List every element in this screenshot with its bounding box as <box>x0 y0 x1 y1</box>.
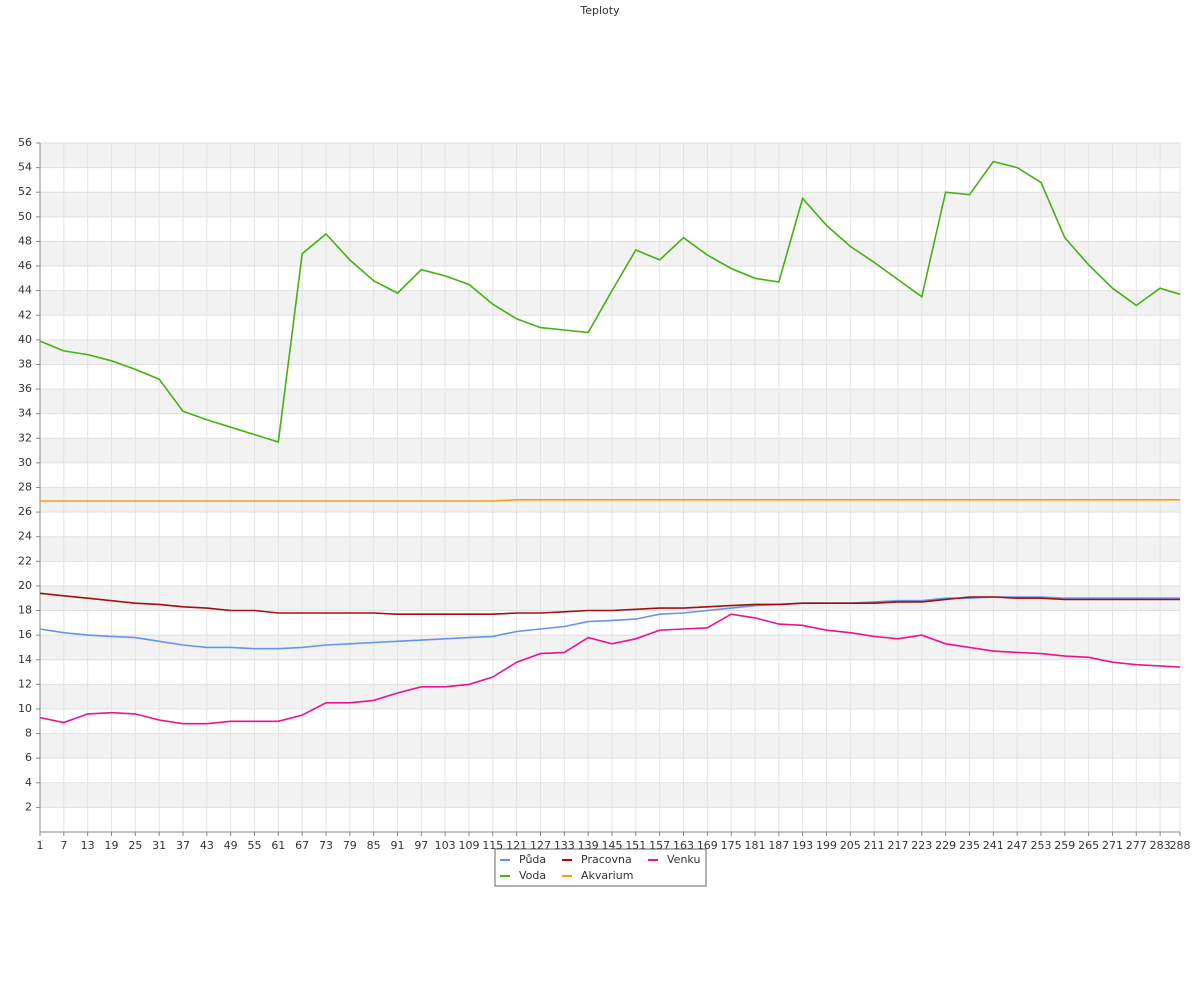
x-tick-label: 283 <box>1150 839 1171 852</box>
x-tick-label: 205 <box>840 839 861 852</box>
x-tick-label: 31 <box>152 839 166 852</box>
legend-label: Akvarium <box>581 869 633 882</box>
grid-band <box>40 438 1180 463</box>
x-tick-label: 13 <box>81 839 95 852</box>
y-tick-label: 14 <box>18 653 32 666</box>
series-line <box>40 498 1180 502</box>
grid-band <box>40 733 1180 759</box>
x-tick-label: 187 <box>768 839 789 852</box>
x-tick-label: 79 <box>343 839 357 852</box>
x-tick-label: 55 <box>247 839 261 852</box>
x-tick-label: 181 <box>744 839 765 852</box>
y-tick-label: 30 <box>18 456 32 469</box>
y-tick-label: 20 <box>18 579 32 592</box>
legend-label: Voda <box>519 869 546 882</box>
x-tick-label: 277 <box>1126 839 1147 852</box>
y-tick-label: 54 <box>18 161 32 174</box>
x-tick-label: 85 <box>367 839 381 852</box>
x-tick-label: 265 <box>1078 839 1099 852</box>
x-tick-label: 241 <box>983 839 1004 852</box>
x-tick-label: 288 <box>1170 839 1191 852</box>
x-tick-label: 193 <box>792 839 813 852</box>
y-tick-label: 26 <box>18 505 32 518</box>
x-tick-label: 109 <box>458 839 479 852</box>
y-tick-label: 56 <box>18 136 32 149</box>
x-tick-label: 247 <box>1007 839 1028 852</box>
x-tick-label: 199 <box>816 839 837 852</box>
series-line <box>39 160 1181 444</box>
y-tick-label: 18 <box>18 604 32 617</box>
x-tick-label: 175 <box>721 839 742 852</box>
y-tick-label: 22 <box>18 554 32 567</box>
legend-label: Venku <box>667 853 700 866</box>
y-tick-label: 2 <box>25 800 32 813</box>
grid-band <box>40 192 1180 217</box>
y-tick-label: 40 <box>18 333 32 346</box>
legend-box <box>494 848 707 887</box>
x-tick-label: 19 <box>104 839 118 852</box>
y-tick-label: 8 <box>25 727 32 740</box>
x-tick-label: 91 <box>390 839 404 852</box>
grid-band <box>40 241 1180 267</box>
grid-band <box>40 684 1180 709</box>
grid-band <box>40 389 1180 414</box>
y-tick-label: 44 <box>18 284 32 297</box>
grid-band <box>40 782 1180 808</box>
y-tick-label: 36 <box>18 382 32 395</box>
grid-band <box>40 536 1180 562</box>
x-tick-label: 211 <box>864 839 885 852</box>
y-tick-label: 52 <box>18 185 32 198</box>
legend-label: Půda <box>519 853 546 866</box>
x-tick-label: 61 <box>271 839 285 852</box>
x-tick-label: 7 <box>60 839 67 852</box>
x-tick-label: 229 <box>935 839 956 852</box>
y-tick-label: 38 <box>18 357 32 370</box>
x-tick-label: 49 <box>224 839 238 852</box>
x-tick-label: 43 <box>200 839 214 852</box>
x-tick-label: 97 <box>414 839 428 852</box>
chart-title: Teploty <box>579 4 620 17</box>
y-tick-label: 24 <box>18 530 32 543</box>
x-tick-label: 67 <box>295 839 309 852</box>
y-tick-label: 34 <box>18 407 32 420</box>
series-line <box>39 592 1180 616</box>
grid-band <box>40 143 1180 168</box>
y-tick-label: 46 <box>18 259 32 272</box>
x-tick-label: 223 <box>911 839 932 852</box>
series-line <box>39 613 1181 725</box>
y-tick-label: 10 <box>18 702 32 715</box>
grid-band <box>40 339 1180 365</box>
y-tick-label: 32 <box>18 431 32 444</box>
x-tick-label: 253 <box>1030 839 1051 852</box>
grid-band <box>40 585 1180 611</box>
x-tick-label: 259 <box>1054 839 1075 852</box>
x-tick-label: 73 <box>319 839 333 852</box>
x-tick-label: 235 <box>959 839 980 852</box>
x-tick-label: 1 <box>37 839 44 852</box>
y-tick-label: 12 <box>18 677 32 690</box>
legend-label: Pracovna <box>581 853 632 866</box>
y-tick-label: 28 <box>18 481 32 494</box>
x-tick-label: 103 <box>435 839 456 852</box>
x-tick-label: 37 <box>176 839 190 852</box>
x-tick-label: 25 <box>128 839 142 852</box>
y-tick-label: 48 <box>18 234 32 247</box>
x-tick-label: 271 <box>1102 839 1123 852</box>
y-tick-label: 4 <box>25 776 32 789</box>
y-tick-label: 50 <box>18 210 32 223</box>
y-tick-label: 42 <box>18 308 32 321</box>
y-tick-label: 16 <box>18 628 32 641</box>
y-tick-label: 6 <box>25 751 32 764</box>
x-tick-label: 217 <box>887 839 908 852</box>
